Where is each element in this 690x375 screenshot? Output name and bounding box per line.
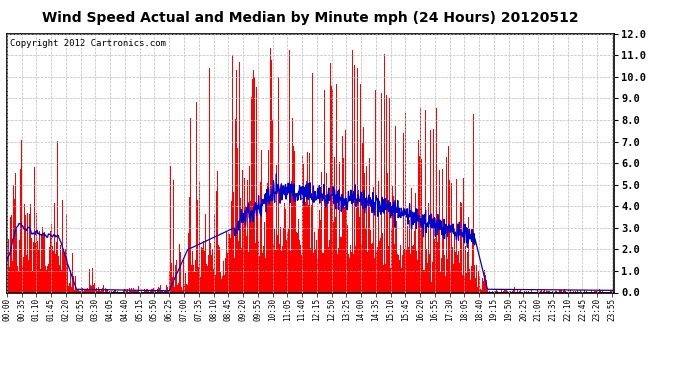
Text: Wind Speed Actual and Median by Minute mph (24 Hours) 20120512: Wind Speed Actual and Median by Minute m…: [42, 11, 579, 25]
Text: Copyright 2012 Cartronics.com: Copyright 2012 Cartronics.com: [10, 39, 166, 48]
